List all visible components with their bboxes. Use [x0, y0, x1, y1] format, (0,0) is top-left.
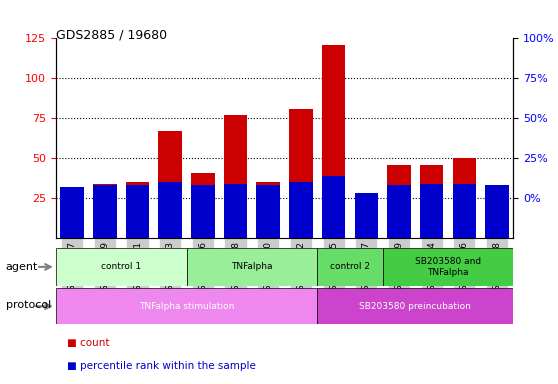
Bar: [485, 185, 509, 238]
Bar: [126, 185, 150, 238]
Bar: [224, 115, 247, 238]
Bar: [322, 45, 345, 238]
Bar: [126, 182, 150, 238]
Bar: [322, 176, 345, 238]
Bar: [191, 172, 215, 238]
Text: control 1: control 1: [101, 262, 141, 271]
Text: TNFalpha: TNFalpha: [231, 262, 273, 271]
Bar: [60, 195, 84, 238]
Text: SB203580 preincubation: SB203580 preincubation: [359, 302, 472, 311]
FancyBboxPatch shape: [56, 248, 186, 286]
Bar: [485, 187, 509, 238]
FancyBboxPatch shape: [186, 248, 318, 286]
Text: TNFalpha stimulation: TNFalpha stimulation: [139, 302, 234, 311]
Text: ■ percentile rank within the sample: ■ percentile rank within the sample: [67, 361, 256, 371]
Bar: [257, 185, 280, 238]
Bar: [420, 184, 444, 238]
Bar: [158, 131, 182, 238]
Text: ■ count: ■ count: [67, 338, 109, 348]
FancyBboxPatch shape: [383, 248, 513, 286]
Bar: [354, 194, 378, 238]
Bar: [60, 187, 84, 238]
Text: GDS2885 / 19680: GDS2885 / 19680: [56, 29, 167, 42]
Bar: [453, 184, 476, 238]
Bar: [191, 185, 215, 238]
Text: protocol: protocol: [6, 300, 51, 310]
Bar: [387, 185, 411, 238]
Text: control 2: control 2: [330, 262, 370, 271]
FancyBboxPatch shape: [318, 248, 383, 286]
Bar: [93, 185, 117, 238]
Bar: [289, 182, 312, 238]
Bar: [420, 165, 444, 238]
Bar: [387, 165, 411, 238]
Bar: [257, 182, 280, 238]
Bar: [289, 109, 312, 238]
Text: agent: agent: [6, 262, 38, 272]
Bar: [93, 184, 117, 238]
Bar: [354, 195, 378, 238]
FancyBboxPatch shape: [56, 288, 318, 324]
Text: SB203580 and
TNFalpha: SB203580 and TNFalpha: [415, 257, 481, 276]
FancyBboxPatch shape: [318, 288, 513, 324]
Bar: [224, 184, 247, 238]
Bar: [158, 182, 182, 238]
Bar: [453, 158, 476, 238]
